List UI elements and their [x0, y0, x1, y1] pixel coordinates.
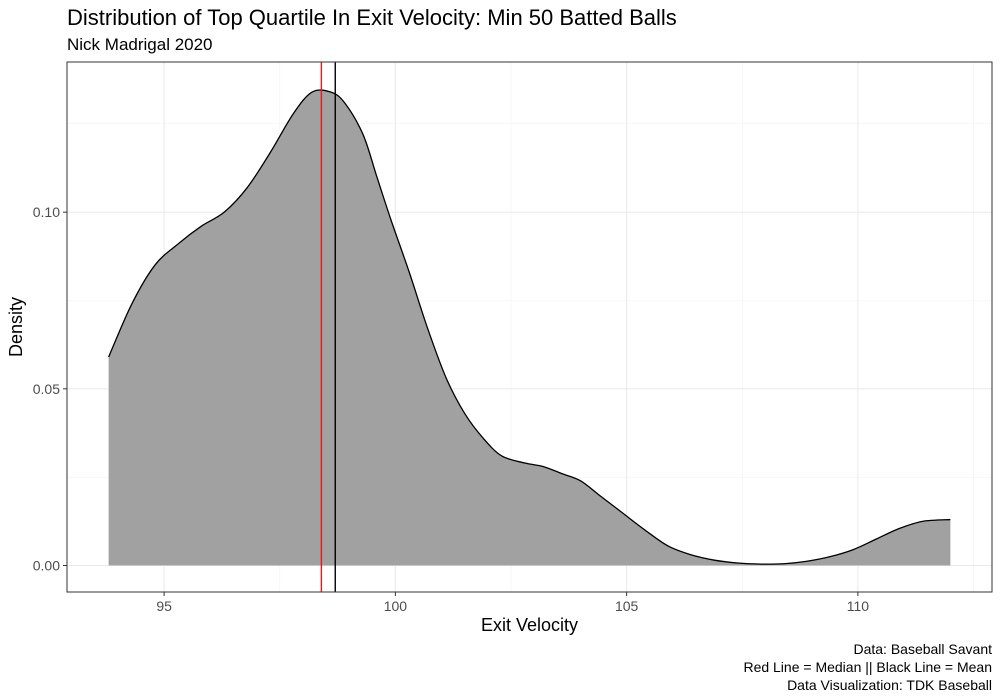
x-axis-title: Exit Velocity: [481, 615, 578, 635]
caption-line-credit: Data Visualization: TDK Baseball: [787, 677, 992, 693]
x-axis-ticks: 95 100 105 110: [156, 592, 869, 614]
y-axis-ticks: 0.00 0.05 0.10: [33, 204, 67, 574]
y-axis-title: Density: [6, 297, 26, 357]
caption-line-legend: Red Line = Median || Black Line = Mean: [743, 659, 992, 675]
x-tick-label: 105: [615, 598, 639, 614]
y-tick-label: 0.00: [33, 558, 60, 574]
density-area-layer: [108, 89, 951, 566]
y-tick-label: 0.10: [33, 204, 60, 220]
y-tick-label: 0.05: [33, 381, 60, 397]
chart-subtitle: Nick Madrigal 2020: [67, 35, 213, 54]
x-tick-label: 100: [384, 598, 408, 614]
density-area-fill: [108, 89, 951, 566]
caption-line-source: Data: Baseball Savant: [853, 641, 992, 657]
density-curve-line: [108, 89, 951, 565]
x-tick-label: 95: [156, 598, 172, 614]
plot-border: [66, 61, 993, 593]
chart-title: Distribution of Top Quartile In Exit Vel…: [67, 5, 677, 30]
chart-caption: Data: Baseball Savant Red Line = Median …: [743, 640, 992, 694]
reference-lines-layer: [320, 62, 336, 592]
x-tick-label: 110: [847, 598, 870, 614]
